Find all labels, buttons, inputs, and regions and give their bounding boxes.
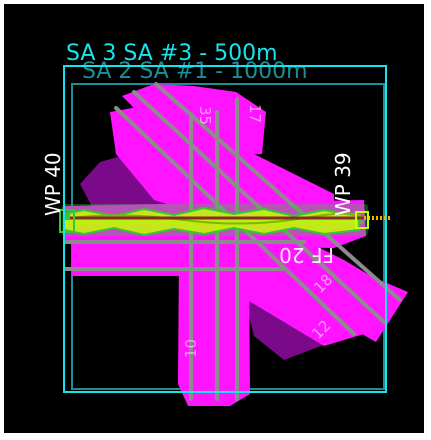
flight-track xyxy=(62,204,368,236)
search-area-inner-label: SA 3 SA #3 - 500m xyxy=(66,41,278,66)
waypoint-39-label: WP 39 xyxy=(331,152,355,216)
runway-label-ff20: FF 20 xyxy=(279,243,334,267)
map-canvas[interactable]: SA 2 SA #1 - 1000m xyxy=(4,4,424,433)
runway-label-10: 10 xyxy=(182,339,200,358)
runway-label-35: 35 xyxy=(196,106,214,125)
waypoint-40-label: WP 40 xyxy=(41,152,65,216)
runway-label-17: 17 xyxy=(246,104,264,123)
map-panel[interactable]: SA 2 SA #1 - 1000m xyxy=(4,4,424,433)
